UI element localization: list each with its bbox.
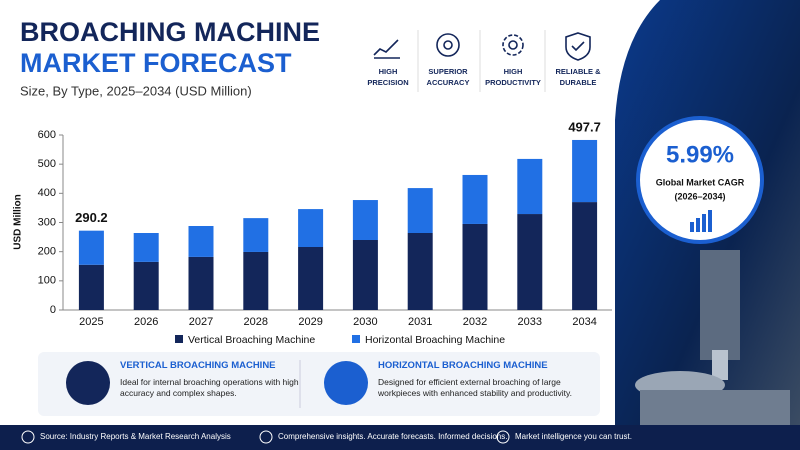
footer-icon bbox=[496, 430, 510, 444]
legend-swatch bbox=[175, 335, 183, 343]
y-tick-label: 500 bbox=[38, 158, 56, 170]
cagr-label: Global Market CAGR bbox=[656, 177, 745, 187]
cagr-circle bbox=[636, 116, 764, 244]
x-tick-label: 2031 bbox=[408, 316, 432, 328]
description-title: HORIZONTAL BROACHING MACHINE bbox=[378, 360, 548, 371]
description-panel bbox=[38, 352, 600, 416]
bar-segment bbox=[133, 233, 159, 262]
x-tick-label: 2032 bbox=[463, 316, 487, 328]
footer-text: Comprehensive insights. Accurate forecas… bbox=[278, 432, 507, 441]
bar-segment bbox=[243, 218, 269, 252]
description-icon bbox=[324, 361, 368, 405]
y-tick-label: 400 bbox=[38, 187, 56, 199]
feature-label: SUPERIOR bbox=[428, 67, 468, 76]
description: VERTICAL BROACHING MACHINE Ideal for inte… bbox=[120, 360, 320, 399]
legend-label: Horizontal Broaching Machine bbox=[365, 334, 505, 346]
footer-text: Source: Industry Reports & Market Resear… bbox=[40, 432, 231, 441]
y-tick-label: 0 bbox=[50, 304, 56, 316]
bar-segment bbox=[462, 174, 488, 224]
bar-segment bbox=[407, 233, 433, 310]
x-tick-label: 2025 bbox=[79, 316, 103, 328]
y-tick-label: 300 bbox=[38, 216, 56, 228]
description-title: VERTICAL BROACHING MACHINE bbox=[120, 360, 276, 371]
legend-label: Vertical Broaching Machine bbox=[188, 334, 315, 346]
bar-segment bbox=[517, 214, 543, 310]
subtitle: Size, By Type, 2025–2034 (USD Million) bbox=[20, 83, 252, 98]
feature-label: PRECISION bbox=[367, 78, 408, 87]
bar-segment bbox=[78, 230, 104, 265]
x-tick-label: 2026 bbox=[134, 316, 158, 328]
cagr-period: (2026–2034) bbox=[674, 191, 725, 201]
bar-segment bbox=[572, 202, 598, 310]
x-tick-label: 2034 bbox=[572, 316, 596, 328]
bar-segment bbox=[352, 200, 378, 240]
x-tick-label: 2029 bbox=[298, 316, 322, 328]
annotation: 497.7 bbox=[568, 119, 601, 134]
feature-label: HIGH bbox=[504, 67, 523, 76]
footer-icon bbox=[21, 430, 35, 444]
machine bbox=[635, 250, 790, 425]
cagr-icon bbox=[690, 210, 712, 232]
description: HORIZONTAL BROACHING MACHINE Designed for… bbox=[378, 360, 578, 399]
description-text: Ideal for internal broaching operations … bbox=[120, 377, 299, 399]
bar-segment bbox=[188, 226, 214, 257]
bar-segment bbox=[133, 261, 159, 310]
bar-segment bbox=[572, 139, 598, 203]
footer-icon bbox=[259, 430, 273, 444]
feature-label: DURABLE bbox=[560, 78, 597, 87]
feature-icons bbox=[373, 32, 591, 61]
y-tick-label: 600 bbox=[38, 129, 56, 141]
feature-label: ACCURACY bbox=[427, 78, 470, 87]
bar-segment bbox=[462, 223, 488, 310]
legend-swatch bbox=[352, 335, 360, 343]
y-tick-label: 100 bbox=[38, 275, 56, 287]
x-tick-label: 2033 bbox=[518, 316, 542, 328]
bar-segment bbox=[243, 251, 269, 310]
annotation: 290.2 bbox=[75, 210, 108, 225]
x-tick-label: 2027 bbox=[189, 316, 213, 328]
feature-label: RELIABLE & bbox=[556, 67, 602, 76]
x-tick-label: 2028 bbox=[244, 316, 268, 328]
x-tick-label: 2030 bbox=[353, 316, 377, 328]
footer-text: Market intelligence you can trust. bbox=[515, 432, 632, 441]
y-tick-label: 200 bbox=[38, 246, 56, 258]
bar-segment bbox=[298, 209, 324, 247]
feature-dividers bbox=[417, 30, 546, 92]
footer-bar bbox=[0, 425, 800, 450]
title-line: BROACHING MACHINE bbox=[20, 17, 320, 47]
description-icon bbox=[66, 361, 110, 405]
bar-segment bbox=[78, 264, 104, 310]
y-axis-title: USD Million bbox=[13, 194, 24, 250]
bar-segment bbox=[352, 240, 378, 310]
bar-segment bbox=[188, 256, 214, 310]
feature-label: PRODUCTIVITY bbox=[485, 78, 541, 87]
bar-segment bbox=[407, 188, 433, 233]
cagr-value: 5.99% bbox=[666, 141, 734, 168]
bar-segment bbox=[298, 247, 324, 310]
bar-segment bbox=[517, 158, 543, 215]
description-text: Designed for efficient external broachin… bbox=[378, 377, 573, 399]
feature-label: HIGH bbox=[379, 67, 398, 76]
title-line: MARKET FORECAST bbox=[20, 48, 292, 78]
